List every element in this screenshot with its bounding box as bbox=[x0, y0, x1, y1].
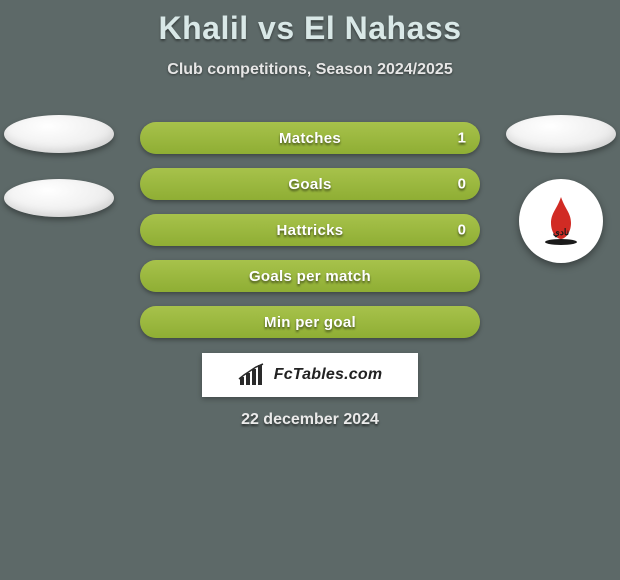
bar-label: Goals per match bbox=[249, 268, 371, 285]
bar-goals-per-match: Goals per match bbox=[140, 260, 480, 292]
subtitle: Club competitions, Season 2024/2025 bbox=[0, 61, 620, 79]
bar-matches: Matches 1 bbox=[140, 122, 480, 154]
left-player-column bbox=[4, 115, 114, 217]
watermark: FcTables.com bbox=[202, 353, 418, 397]
right-player-club-badge: نادي bbox=[519, 179, 603, 263]
bar-label: Matches bbox=[279, 130, 341, 147]
bar-label: Goals bbox=[288, 176, 331, 193]
bar-label: Hattricks bbox=[277, 222, 344, 239]
watermark-text: FcTables.com bbox=[274, 366, 383, 384]
bar-value-right: 1 bbox=[458, 130, 466, 147]
stat-bars: Matches 1 Goals 0 Hattricks 0 Goals per … bbox=[140, 122, 480, 338]
enppi-club-icon: نادي bbox=[531, 191, 591, 251]
right-player-avatar-placeholder bbox=[506, 115, 616, 153]
bar-label: Min per goal bbox=[264, 314, 356, 331]
left-player-club-placeholder bbox=[4, 179, 114, 217]
bar-value-right: 0 bbox=[458, 222, 466, 239]
left-player-avatar-placeholder bbox=[4, 115, 114, 153]
page-title: Khalil vs El Nahass bbox=[0, 0, 620, 47]
bar-goals: Goals 0 bbox=[140, 168, 480, 200]
bar-value-right: 0 bbox=[458, 176, 466, 193]
svg-text:نادي: نادي bbox=[553, 227, 569, 238]
bars-chart-icon bbox=[238, 363, 268, 387]
right-player-column: نادي bbox=[506, 115, 616, 263]
bar-min-per-goal: Min per goal bbox=[140, 306, 480, 338]
date-text: 22 december 2024 bbox=[0, 411, 620, 429]
bar-hattricks: Hattricks 0 bbox=[140, 214, 480, 246]
